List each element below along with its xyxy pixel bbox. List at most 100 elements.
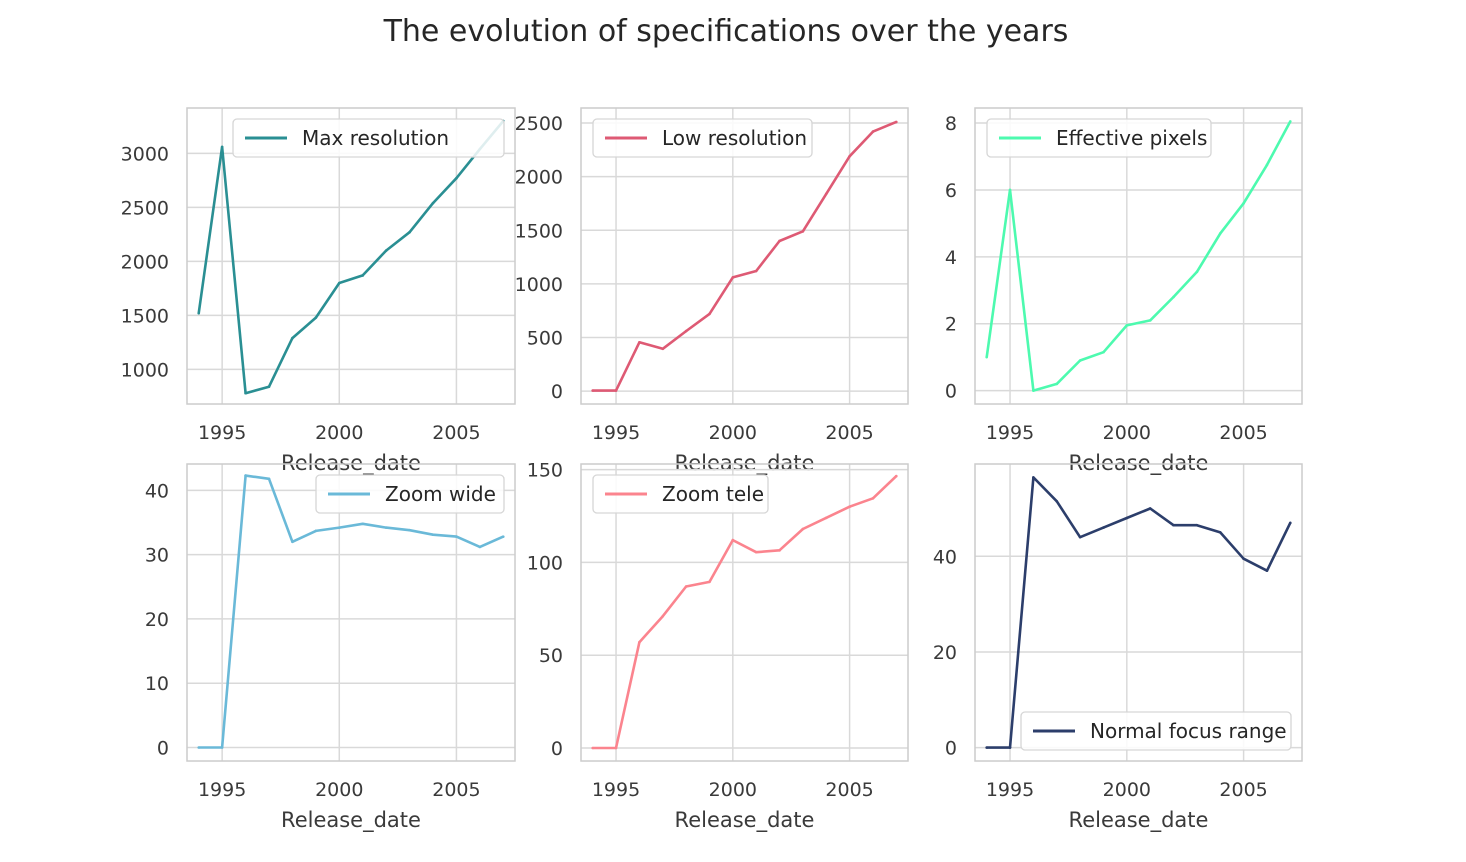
legend-box [592, 118, 813, 158]
data-point [1008, 746, 1012, 749]
plot-frame [186, 463, 516, 762]
series-line [197, 120, 505, 395]
series-line [986, 476, 1292, 749]
data-point [1289, 120, 1292, 123]
data-point [985, 746, 988, 749]
y-tick-label: 8 [945, 113, 957, 135]
y-tick-label: 2500 [121, 197, 169, 219]
data-point [684, 585, 688, 588]
legend: Max resolution [232, 118, 505, 158]
x-tick-label: 2000 [709, 779, 757, 801]
subplot-1: 1995 2000 200510001500200025003000Release_… [121, 107, 516, 476]
x-tick-label: 2005 [825, 779, 873, 801]
data-point [384, 249, 388, 252]
data-point [1055, 500, 1059, 503]
data-point [1289, 521, 1292, 525]
x-tick-label: 1995 [198, 422, 246, 444]
y-tick-label: 500 [527, 328, 563, 350]
data-point [361, 522, 365, 526]
x-tick-label: 2005 [1219, 779, 1267, 801]
data-point [314, 529, 318, 533]
figure-title: The evolution of specifications over the… [383, 14, 1069, 49]
data-point [501, 535, 505, 538]
data-point [1218, 232, 1222, 235]
data-point [361, 274, 365, 277]
data-point [244, 391, 247, 395]
legend-label: Effective pixels [1056, 126, 1207, 150]
subplot-4: 1995 2000 2005 0 10 20 30 40 Release_date Zoom wi… [145, 463, 516, 833]
x-tick-label: 2000 [1103, 779, 1151, 801]
legend: Zoom tele [592, 474, 769, 514]
data-point [455, 176, 458, 180]
data-point [1078, 359, 1082, 362]
data-point [684, 329, 688, 333]
legend-box [1020, 711, 1292, 751]
x-tick-label: 2000 [709, 422, 757, 444]
legend-box [592, 474, 769, 514]
series-line [985, 120, 1292, 392]
legend: Zoom wide [315, 474, 505, 514]
y-tick-label: 2500 [515, 113, 563, 135]
x-tick-label: 1995 [592, 422, 640, 444]
legend-box [986, 118, 1212, 158]
legend-label: Low resolution [662, 126, 807, 150]
data-point [244, 474, 247, 477]
legend-label: Zoom tele [662, 482, 764, 506]
data-point [337, 281, 341, 285]
y-tick-label: 0 [551, 381, 563, 403]
data-point [1265, 163, 1269, 167]
y-tick-label: 20 [145, 609, 169, 631]
y-tick-label: 150 [527, 460, 563, 482]
data-point [220, 145, 224, 149]
data-point [824, 192, 828, 196]
legend-label: Normal focus range [1090, 719, 1287, 743]
data-point [1032, 389, 1035, 392]
data-point [848, 505, 851, 508]
data-point [267, 477, 271, 481]
legend-box [315, 474, 505, 514]
y-tick-label: 3000 [121, 143, 169, 165]
data-point [1148, 319, 1152, 322]
data-point [1008, 188, 1012, 192]
data-point [197, 311, 201, 315]
data-point [778, 549, 781, 552]
data-point [731, 276, 735, 279]
series-line [592, 120, 897, 392]
y-tick-label: 30 [145, 545, 169, 567]
data-point [1102, 526, 1105, 529]
data-point [1242, 557, 1245, 560]
data-point [614, 746, 618, 750]
y-tick-label: 100 [527, 552, 563, 574]
y-tick-label: 0 [157, 738, 169, 760]
data-point [848, 154, 851, 158]
data-point [614, 389, 618, 392]
y-tick-label: 1500 [515, 220, 563, 242]
data-point [1032, 476, 1035, 479]
y-tick-label: 40 [145, 480, 169, 502]
legend-label: Zoom wide [385, 482, 496, 506]
y-tick-label: 20 [933, 642, 957, 664]
legend-label: Max resolution [302, 126, 449, 150]
data-point [1195, 523, 1199, 527]
y-tick-label: 1000 [515, 274, 563, 296]
data-point [1195, 270, 1199, 274]
data-point [661, 614, 665, 618]
legend-box [232, 118, 505, 158]
x-tick-label: 1995 [592, 779, 640, 801]
y-tick-label: 2000 [121, 251, 169, 273]
y-tick-label: 2000 [515, 167, 563, 189]
legend: Low resolution [592, 118, 813, 158]
data-point [1078, 535, 1082, 539]
x-tick-label: 1995 [198, 779, 246, 801]
data-point [291, 540, 294, 544]
data-point [754, 269, 758, 273]
y-tick-label: 10 [145, 673, 169, 695]
data-point [871, 130, 875, 133]
data-point [408, 528, 411, 532]
plot-frame [974, 463, 1303, 762]
y-tick-label: 1500 [121, 305, 169, 327]
data-point [1172, 523, 1175, 527]
data-point [708, 312, 711, 316]
